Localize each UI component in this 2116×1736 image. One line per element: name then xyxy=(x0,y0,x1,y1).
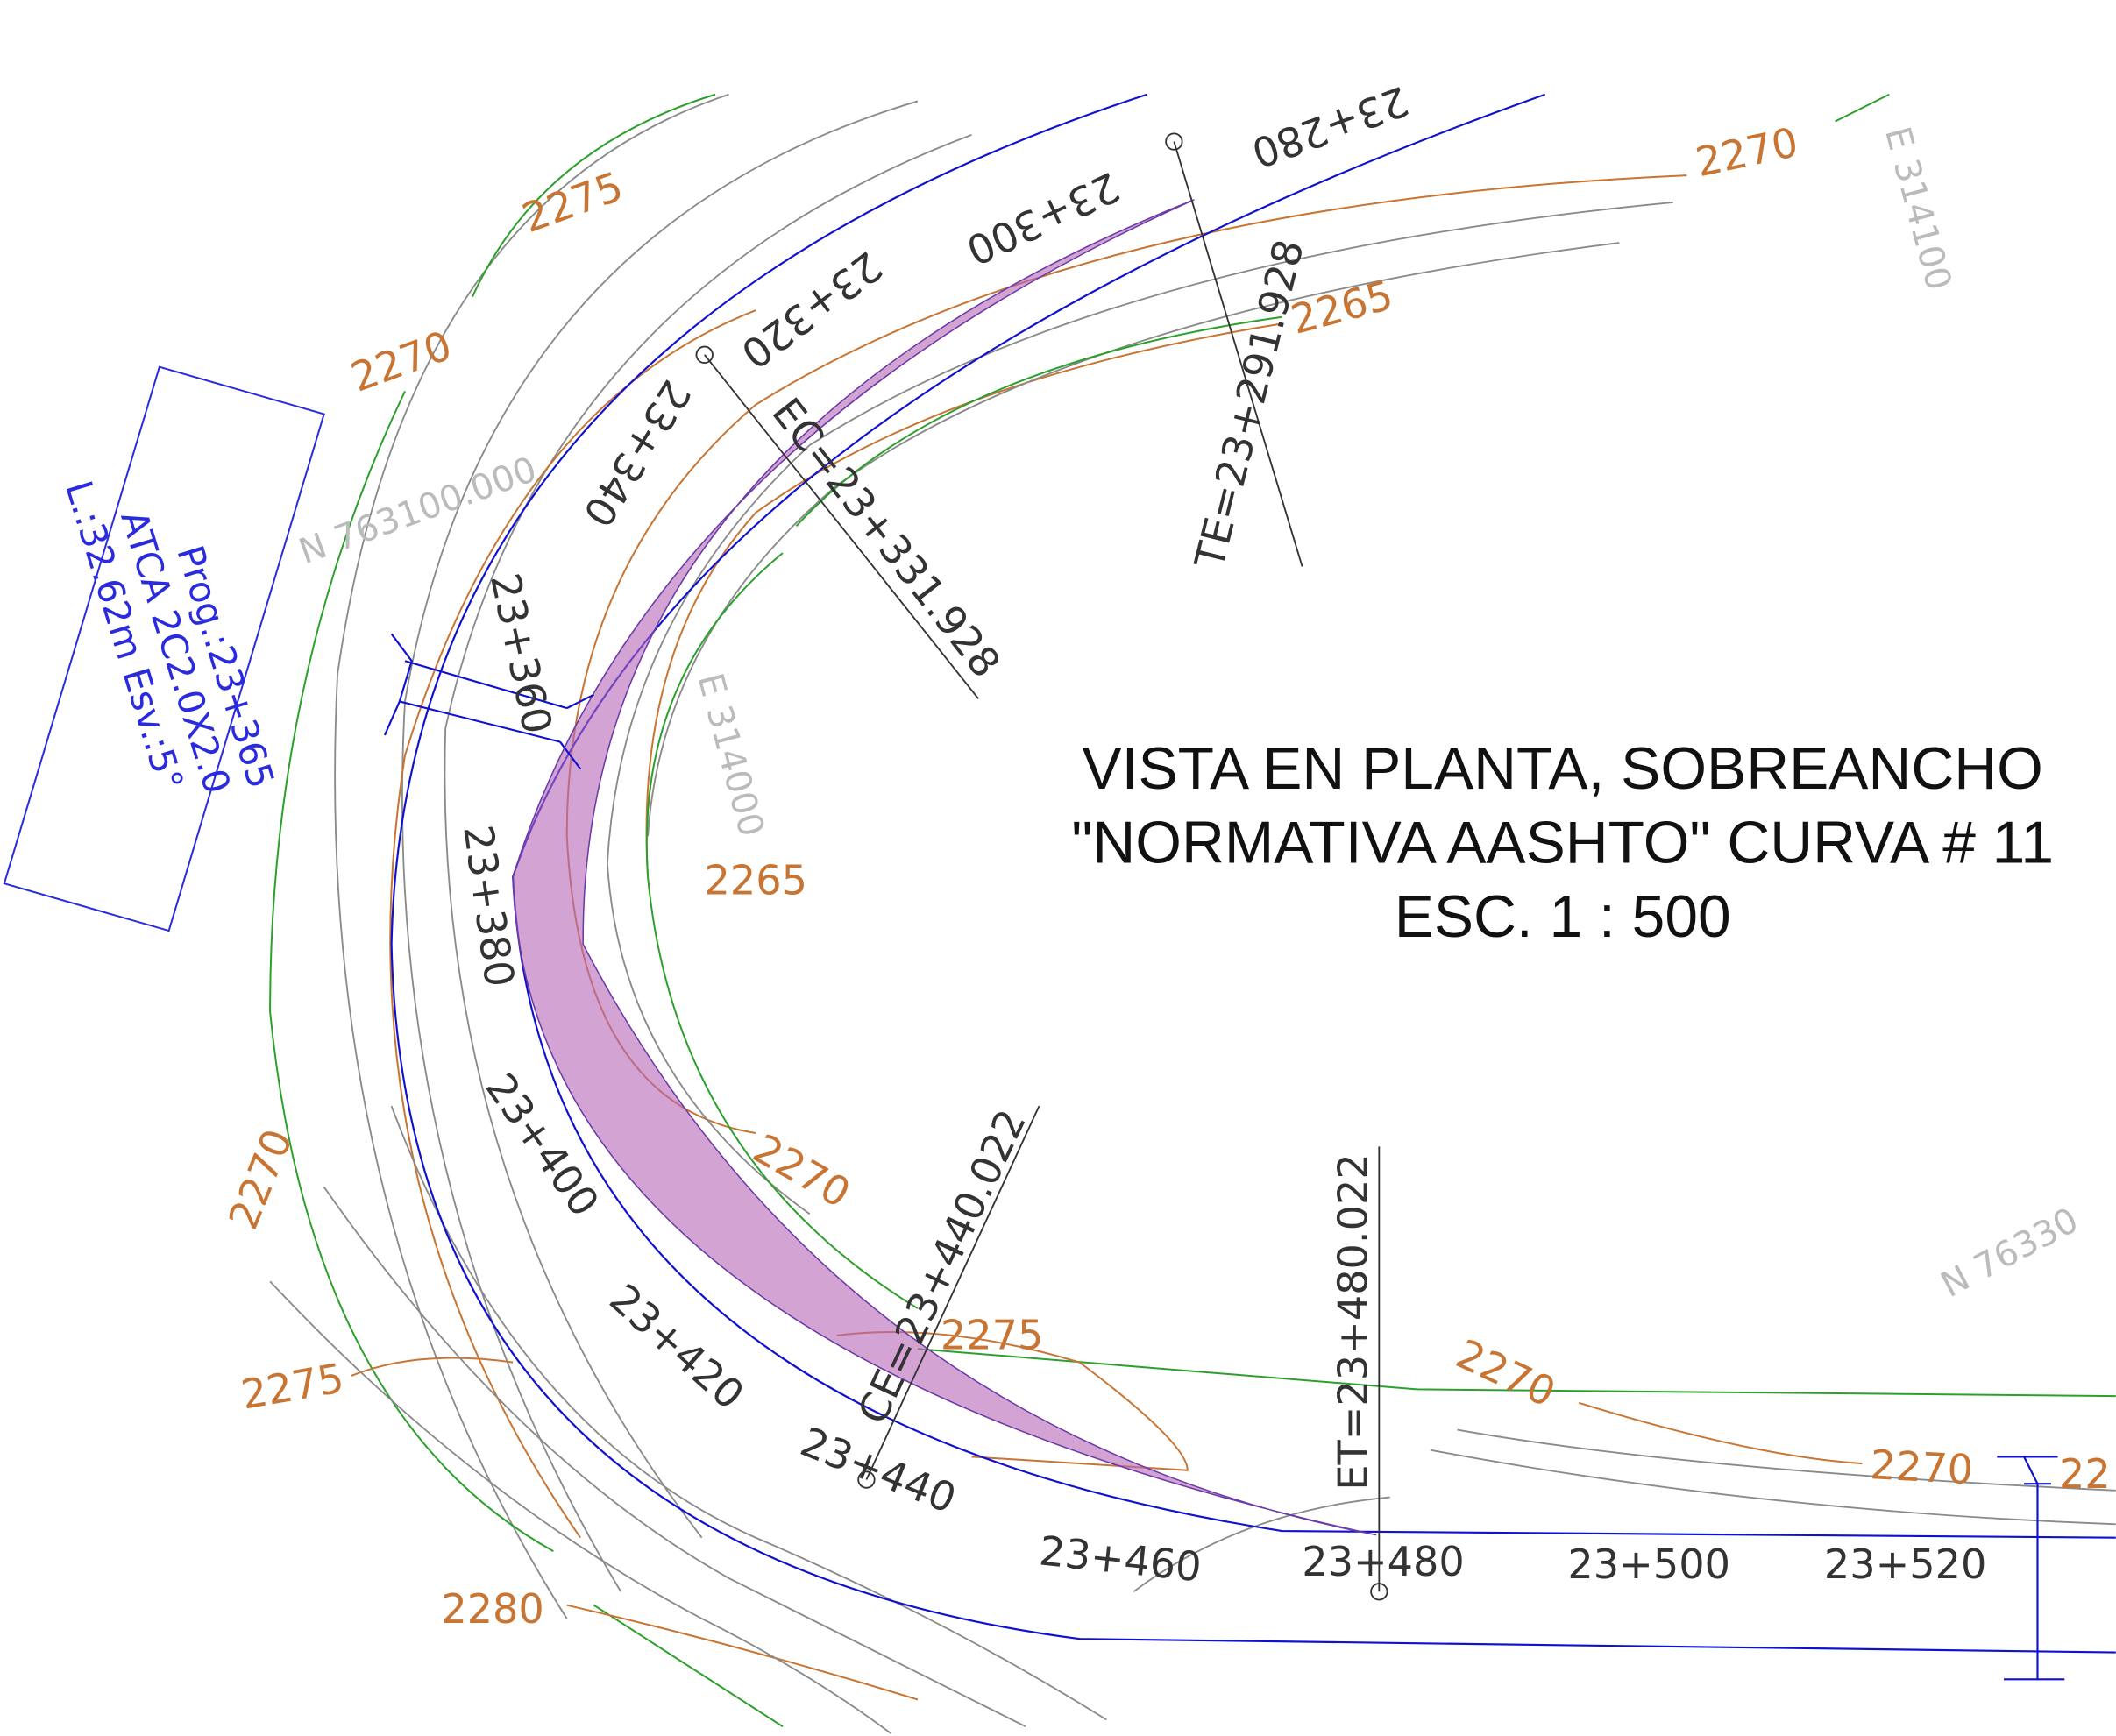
station-label: 23+460 xyxy=(1037,1527,1204,1591)
plan-view: Prog.:23+365 ATCA 2C2.0X2.0 L.:32.62m Es… xyxy=(0,0,2116,1736)
curve-point-label: EC=23+331.928 xyxy=(763,389,1010,686)
title: VISTA EN PLANTA, SOBREANCHO "NORMATIVA A… xyxy=(1071,736,2054,950)
grid-labels: N 763100.000 E 314100 E 314000 N 76330 xyxy=(294,123,2084,1306)
contour-label: 2275 xyxy=(941,1311,1043,1358)
contour-label: 2275 xyxy=(238,1354,347,1419)
station-label: 23+500 xyxy=(1567,1541,1730,1588)
contour-label: 2270 xyxy=(344,322,458,401)
station-label: 23+420 xyxy=(600,1275,753,1419)
station-label: 23+520 xyxy=(1824,1541,1987,1588)
contour-label: 2270 xyxy=(1449,1330,1562,1417)
station-label: 23+380 xyxy=(454,822,523,989)
contour-label: 2270 xyxy=(219,1123,302,1236)
station-label: 23+480 xyxy=(1302,1538,1465,1585)
contour-label: 2280 xyxy=(441,1585,543,1633)
station-label: 23+440 xyxy=(794,1418,962,1523)
station-label: 23+320 xyxy=(733,242,891,378)
contour-label: 2265 xyxy=(704,857,806,904)
title-line: ESC. 1 : 500 xyxy=(1395,884,1731,950)
station-label: 23+280 xyxy=(1246,77,1415,177)
title-line: "NORMATIVA AASHTO" CURVA # 11 xyxy=(1071,811,2054,876)
station-label: 23+360 xyxy=(481,569,561,738)
station-label: 23+300 xyxy=(960,163,1127,274)
grid-label: N 76330 xyxy=(1935,1201,2085,1306)
station-label: 23+340 xyxy=(574,372,700,535)
curve-point-label: TE=23+291.928 xyxy=(1185,235,1313,574)
grid-label: E 314000 xyxy=(689,669,771,840)
culvert-text: Prog.:23+365 ATCA 2C2.0X2.0 L.:32.62m Es… xyxy=(57,476,283,798)
contour-label: 2270 xyxy=(1869,1441,1974,1493)
grid-label: E 314100 xyxy=(1877,123,1959,294)
curve-point-label: ET=23+480.022 xyxy=(1330,1153,1377,1490)
contour-label: 22 xyxy=(2059,1450,2111,1498)
grid-label: N 763100.000 xyxy=(294,450,542,573)
contour-label: 2275 xyxy=(516,162,629,242)
contour-label: 2270 xyxy=(1692,118,1802,186)
title-line: VISTA EN PLANTA, SOBREANCHO xyxy=(1083,736,2043,802)
